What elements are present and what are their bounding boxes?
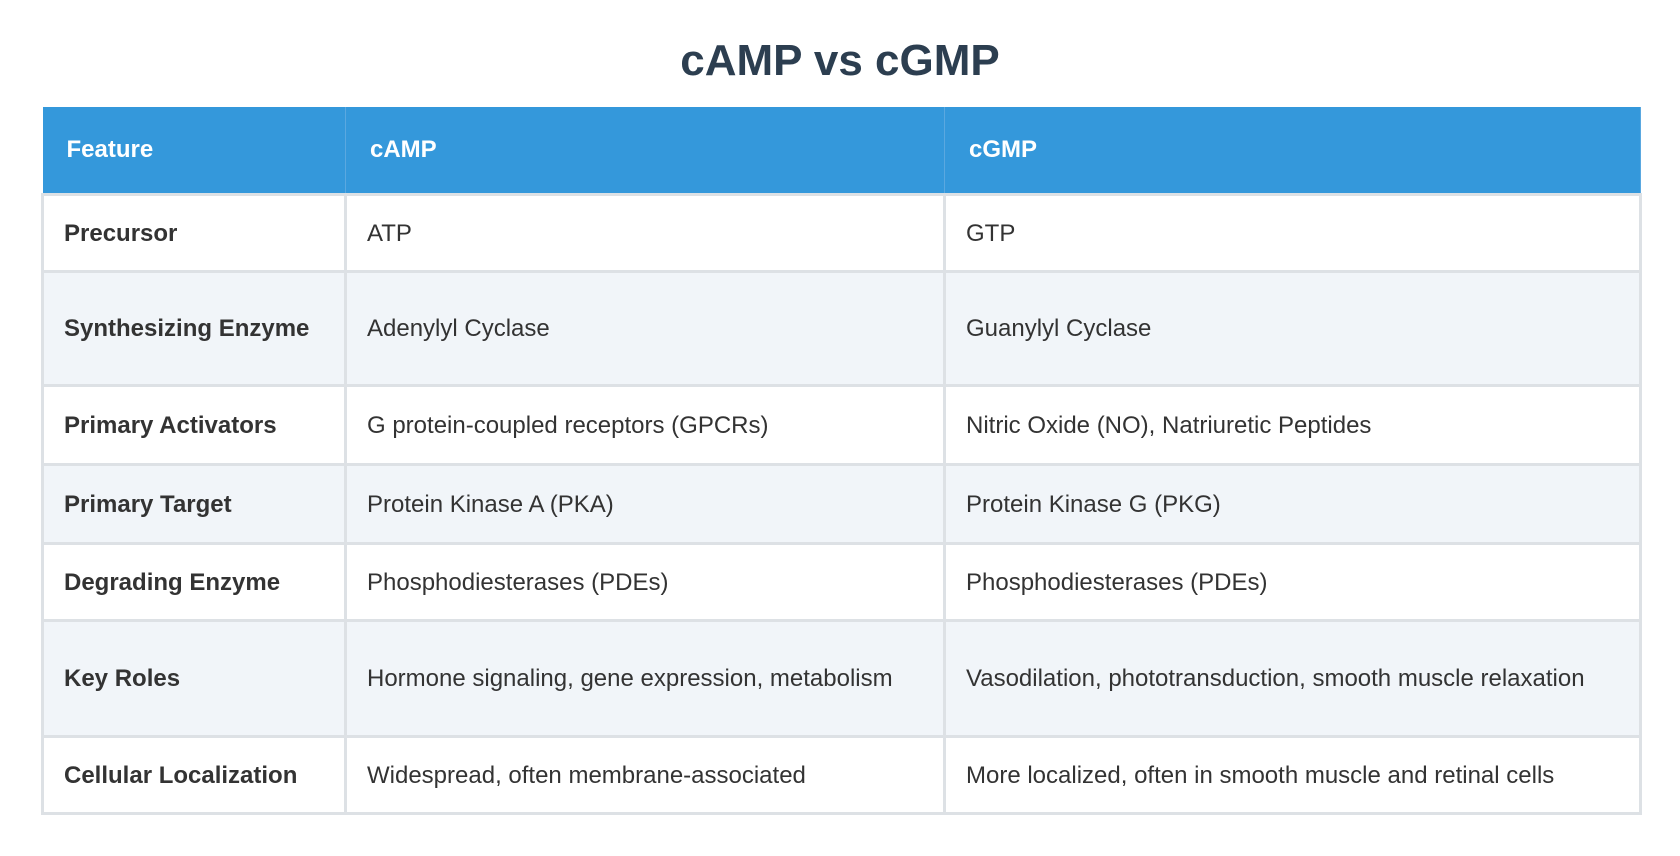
table-row: Key Roles Hormone signaling, gene express… bbox=[41, 619, 1642, 738]
table-head: Feature cAMP cGMP bbox=[42, 107, 1641, 195]
table-cell: Protein Kinase A (PKA) bbox=[344, 463, 946, 545]
row-label: Cellular Localization bbox=[41, 735, 347, 815]
table-cell: GTP bbox=[943, 193, 1642, 273]
table-cell: Nitric Oxide (NO), Natriuretic Peptides bbox=[943, 384, 1642, 466]
table-body: Precursor ATP GTP Synthesizing Enzyme Adenyl… bbox=[41, 193, 1642, 815]
row-label: Degrading Enzyme bbox=[41, 542, 347, 622]
table-cell: Hormone signaling, gene expression, meta… bbox=[344, 619, 946, 738]
table-cell: More localized, often in smooth muscle a… bbox=[943, 735, 1642, 815]
table-cell: Vasodilation, phototransduction, smooth … bbox=[943, 619, 1642, 738]
column-header: Feature bbox=[42, 107, 346, 195]
table-cell: G protein-coupled receptors (GPCRs) bbox=[344, 384, 946, 466]
comparison-table: Feature cAMP cGMP Precursor ATP GTP Synthesiz… bbox=[41, 107, 1642, 815]
table-cell: Phosphodiesterases (PDEs) bbox=[344, 542, 946, 622]
column-header: cGMP bbox=[944, 107, 1641, 195]
header-row: Feature cAMP cGMP bbox=[42, 107, 1641, 195]
table-row: Primary Activators G protein-coupled rece… bbox=[41, 384, 1642, 466]
table-row: Degrading Enzyme Phosphodiesterases (PDEs… bbox=[41, 542, 1642, 622]
table-cell: ATP bbox=[344, 193, 946, 273]
table-cell: Phosphodiesterases (PDEs) bbox=[943, 542, 1642, 622]
table-cell: Widespread, often membrane-associated bbox=[344, 735, 946, 815]
page-title: cAMP vs cGMP bbox=[680, 36, 1000, 85]
column-header: cAMP bbox=[345, 107, 945, 195]
table-row: Synthesizing Enzyme Adenylyl Cyclase Guany… bbox=[41, 270, 1642, 387]
table-cell: Protein Kinase G (PKG) bbox=[943, 463, 1642, 545]
row-label: Key Roles bbox=[41, 619, 347, 738]
row-label: Synthesizing Enzyme bbox=[41, 270, 347, 387]
table-cell: Adenylyl Cyclase bbox=[344, 270, 946, 387]
row-label: Primary Activators bbox=[41, 384, 347, 466]
table-row: Precursor ATP GTP bbox=[41, 193, 1642, 273]
row-label: Precursor bbox=[41, 193, 347, 273]
table-row: Cellular Localization Widespread, often m… bbox=[41, 735, 1642, 815]
row-label: Primary Target bbox=[41, 463, 347, 545]
table-row: Primary Target Protein Kinase A (PKA) Prot… bbox=[41, 463, 1642, 545]
table-cell: Guanylyl Cyclase bbox=[943, 270, 1642, 387]
